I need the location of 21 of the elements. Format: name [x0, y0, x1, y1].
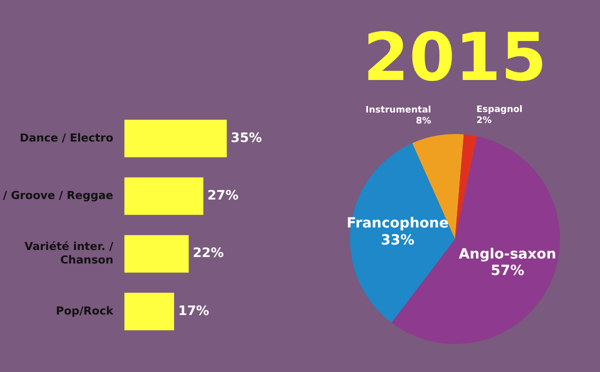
data-label: 27%: [207, 188, 238, 204]
data-label: 33%: [380, 232, 414, 248]
data-label: 57%: [490, 263, 524, 280]
bar: [124, 235, 189, 273]
y-tick-label: Pop/Rock: [56, 304, 114, 318]
bar: [124, 177, 204, 215]
data-label: 17%: [178, 304, 210, 319]
data-label: 2%: [476, 116, 492, 126]
slice-label: Instrumental: [366, 106, 432, 116]
slice-label: Francophone: [346, 216, 449, 232]
data-label: 8%: [416, 116, 432, 126]
bar: [124, 120, 227, 158]
slice-label: Anglo-saxon: [458, 246, 556, 262]
y-tick-label: Dance / Electro: [20, 131, 114, 144]
data-label: 35%: [230, 130, 262, 146]
bar: [124, 292, 174, 330]
y-tick-label: Variété inter. / Chanson: [24, 240, 114, 266]
chart-title: 2015: [363, 19, 547, 96]
y-tick-label: / Groove / Reggae: [2, 189, 114, 202]
data-label: 22%: [192, 246, 224, 262]
slice-label: Espagnol: [476, 105, 523, 116]
